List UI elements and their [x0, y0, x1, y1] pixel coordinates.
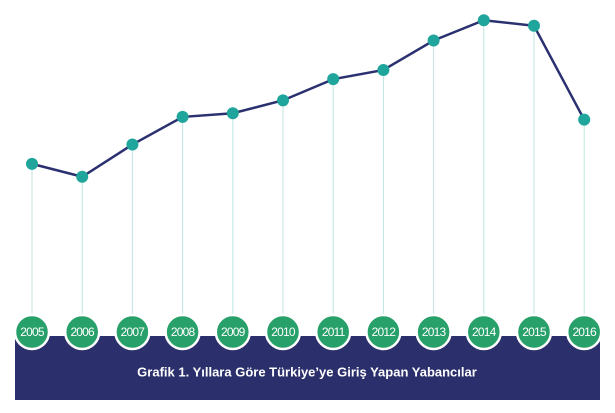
x-tick-label: 2012 [372, 325, 397, 339]
year-badge [164, 313, 201, 351]
year-badge [515, 313, 553, 351]
year-badge [465, 313, 503, 351]
x-tick-label: 2008 [171, 325, 196, 339]
x-tick-label: 2015 [522, 325, 547, 339]
x-tick-label: 2016 [572, 325, 597, 339]
x-tick-label: 2007 [121, 325, 146, 339]
data-point [427, 34, 440, 47]
data-point [578, 113, 591, 126]
data-point [26, 157, 38, 170]
year-badge [114, 313, 151, 351]
year-badge [314, 313, 352, 351]
data-point [327, 73, 340, 86]
data-line [31, 18, 586, 179]
year-badge [415, 313, 452, 351]
x-tick-label: 2011 [322, 325, 346, 339]
year-badge [214, 313, 252, 351]
title-band [15, 336, 600, 400]
data-point [528, 19, 540, 32]
year-badge [565, 313, 603, 351]
data-point [277, 94, 289, 107]
x-tick-label: 2014 [472, 325, 497, 339]
data-point [76, 170, 89, 183]
data-point [377, 63, 390, 76]
year-badge [365, 313, 402, 351]
data-point [126, 138, 139, 151]
data-point [477, 14, 490, 27]
data-point [176, 110, 189, 123]
x-tick-label: 2009 [221, 325, 246, 339]
x-tick-label: 2005 [20, 325, 45, 339]
year-badge [264, 313, 302, 351]
x-tick-label: 2006 [70, 325, 95, 339]
data-point [226, 107, 239, 120]
year-badge [63, 313, 101, 351]
chart-title: Grafik 1. Yıllara Göre Türkiye’ye Giriş … [137, 364, 477, 379]
x-tick-label: 2010 [271, 325, 296, 339]
x-tick-label: 2013 [422, 325, 447, 339]
year-badge [13, 313, 51, 351]
